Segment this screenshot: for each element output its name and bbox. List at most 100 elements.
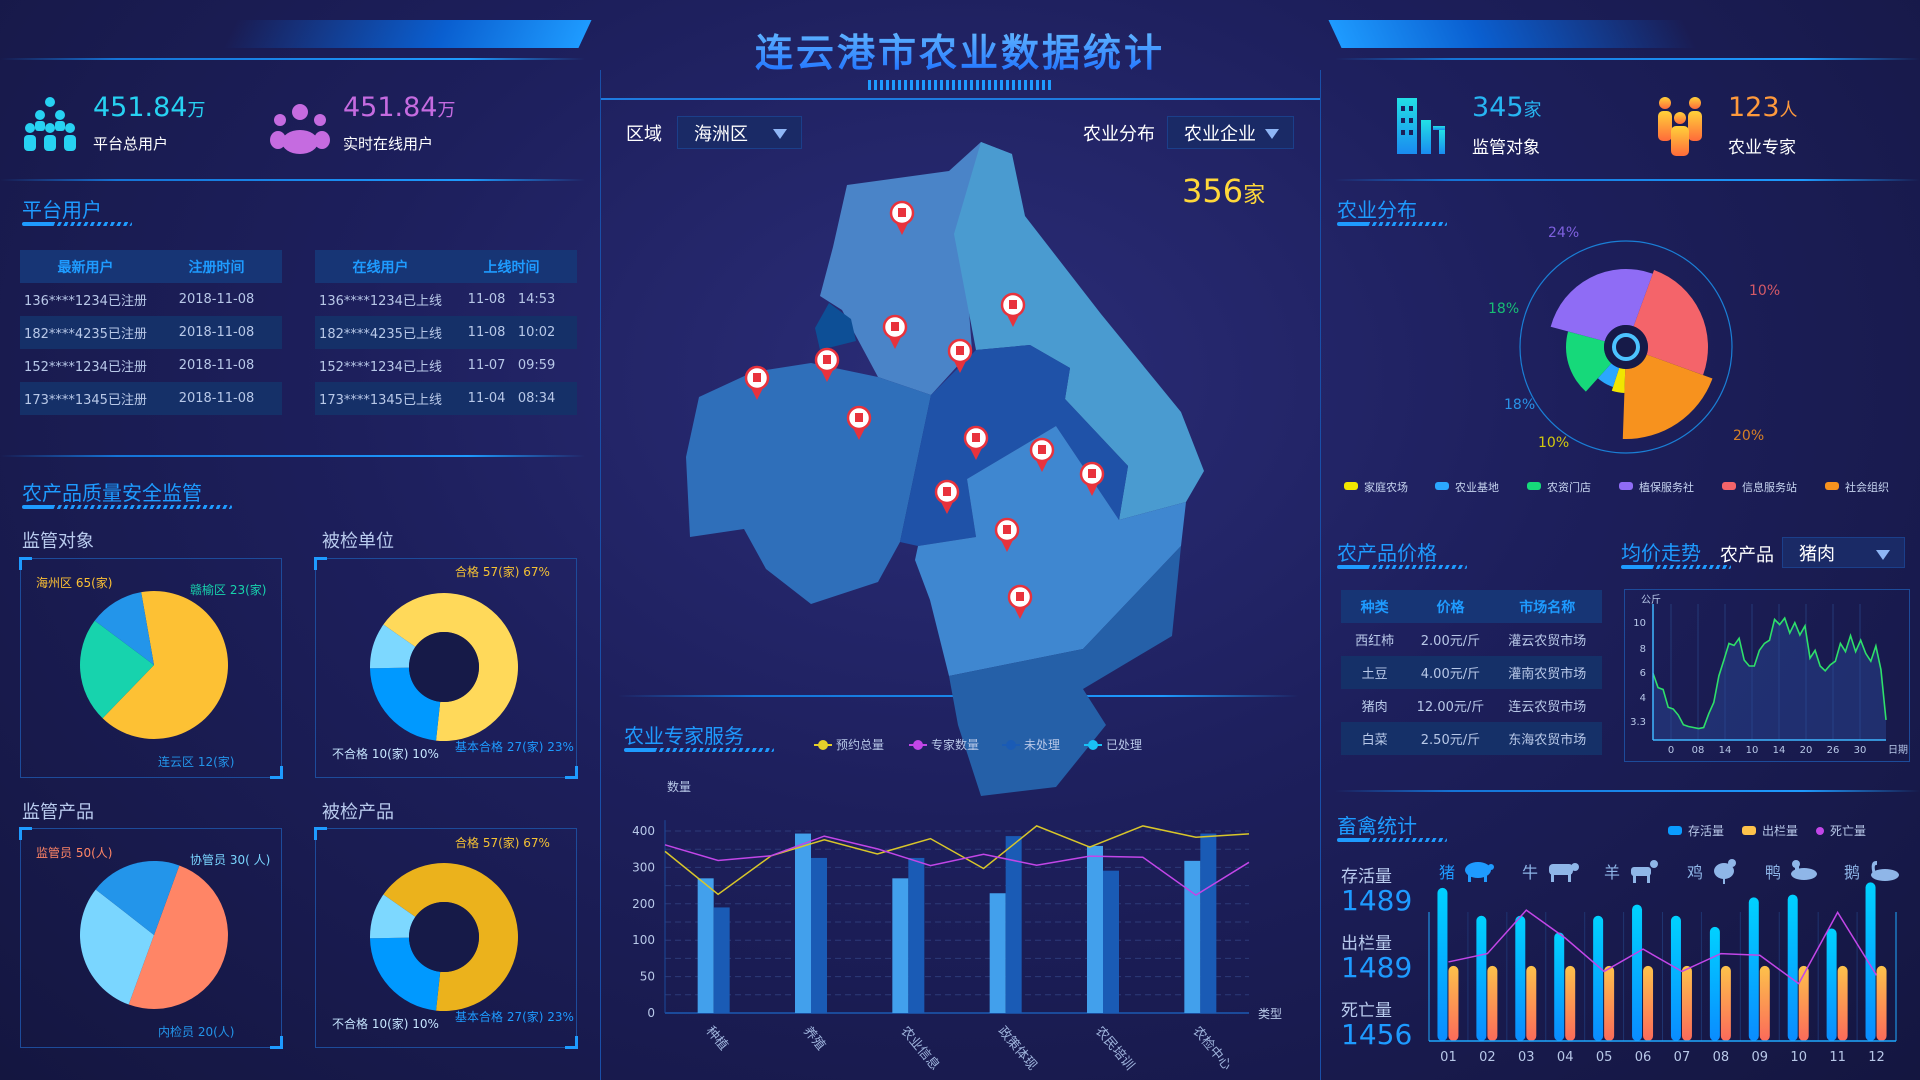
animal-tabs: 猪 牛 羊 鸡 鸭 鹅 — [1439, 858, 1909, 888]
panel-title: 监管产品 — [22, 802, 94, 823]
slice-label: 不合格 10(家) 10% — [332, 1016, 439, 1031]
cell: 2018-11-08 — [178, 292, 255, 307]
legend-label: 农业基地 — [1455, 480, 1499, 494]
map-pin-icon[interactable] — [846, 405, 872, 440]
animal-tab-chicken[interactable]: 鸡 — [1687, 858, 1744, 884]
table-row[interactable]: 西红柿 2.00元/斤 灌云农贸市场 — [1341, 623, 1602, 656]
animal-tab-pig[interactable]: 猪 — [1439, 858, 1496, 884]
legend-swatch — [1435, 482, 1449, 490]
x-tick-label: 03 — [1518, 1050, 1535, 1065]
map-pin-icon[interactable] — [963, 425, 989, 460]
column-header: 最新用户 — [57, 259, 114, 276]
table-row[interactable]: 152****1234已上线 11-07 09:59 — [315, 349, 577, 382]
bar — [1604, 965, 1615, 1041]
rose-slice — [1622, 354, 1713, 440]
stat-unit: 万 — [437, 100, 456, 121]
table-row[interactable]: 173****1345已注册 2018-11-08 — [20, 382, 282, 415]
map-count: 356家 — [1182, 172, 1265, 210]
column-header: 注册时间 — [188, 259, 245, 276]
product-dropdown[interactable]: 猪肉 — [1782, 537, 1905, 568]
map-pin-icon[interactable] — [1000, 292, 1026, 327]
pin-glyph — [943, 487, 951, 496]
map-pin-icon[interactable] — [814, 347, 840, 382]
map-pin-icon[interactable] — [1079, 461, 1105, 496]
rose-slice — [1566, 331, 1612, 392]
bar — [1865, 882, 1876, 1041]
animal-tab-cow[interactable]: 牛 — [1522, 858, 1580, 884]
column-header: 市场名称 — [1519, 599, 1576, 616]
online-users-icon — [270, 104, 330, 154]
table-row[interactable]: 173****1345已上线 11-04 08:34 — [315, 382, 577, 415]
map-region-east[interactable] — [954, 142, 1204, 520]
table-row[interactable]: 182****4235已注册 2018-11-08 — [20, 316, 282, 349]
map-pin-icon[interactable] — [994, 517, 1020, 552]
map-lake — [815, 303, 856, 350]
online-users-table: 在线用户 上线时间 136****1234已上线 11-08 14:53 182**… — [315, 250, 577, 415]
bar — [1720, 965, 1731, 1041]
region-map[interactable] — [0, 0, 1920, 820]
bar — [1515, 915, 1526, 1041]
pie-slice — [102, 591, 228, 739]
animal-tab-duck[interactable]: 鸭 — [1765, 858, 1822, 884]
legend-swatch — [1619, 482, 1633, 490]
map-pin-icon[interactable] — [1029, 437, 1055, 472]
animal-tab-goat[interactable]: 羊 — [1604, 858, 1661, 884]
users-group-icon — [24, 97, 76, 151]
section-title-quality: 农产品质量安全监管 — [22, 477, 232, 509]
column-header: 价格 — [1436, 599, 1465, 616]
map-pin-icon[interactable] — [744, 365, 770, 400]
legend-label: 出栏量 — [1762, 824, 1799, 838]
column-header: 在线用户 — [352, 259, 409, 276]
map-pin-icon[interactable] — [889, 200, 915, 235]
bar — [1759, 965, 1770, 1041]
table-row[interactable]: 猪肉 12.00元/斤 连云农贸市场 — [1341, 689, 1602, 722]
stat-value: 1489 — [1341, 951, 1413, 984]
map-region-south-center[interactable] — [915, 426, 1186, 676]
table-row[interactable]: 土豆 4.00元/斤 灌南农贸市场 — [1341, 656, 1602, 689]
x-tick-label: 07 — [1674, 1050, 1691, 1065]
pin-glyph — [972, 433, 980, 442]
donut-hole — [409, 632, 479, 702]
x-tick-label: 08 — [1692, 745, 1705, 756]
chevron-down-icon — [773, 129, 787, 139]
slice-label: 协管员 30( 人) — [190, 852, 270, 867]
region-dropdown[interactable]: 海洲区 — [677, 116, 802, 149]
bar — [795, 833, 811, 1013]
trend-line — [1652, 616, 1887, 730]
table-row[interactable]: 136****1234已上线 11-08 14:53 — [315, 283, 577, 316]
section-title-agri-distribution: 农业分布 — [1337, 194, 1447, 226]
y-tick-label: 10 — [1633, 618, 1646, 629]
legend-label: 信息服务站 — [1742, 480, 1797, 494]
bar — [1103, 870, 1119, 1013]
slice-label: 18% — [1504, 397, 1535, 413]
header-deco — [868, 80, 1052, 90]
table-row[interactable]: 182****4235已上线 11-08 10:02 — [315, 316, 577, 349]
table-row[interactable]: 白菜 2.50元/斤 东海农贸市场 — [1341, 722, 1602, 755]
chevron-down-icon — [1265, 129, 1279, 139]
map-region-south[interactable] — [949, 546, 1181, 796]
legend-label: 存活量 — [1688, 824, 1725, 838]
new-users-table: 最新用户 注册时间 136****1234已注册 2018-11-08 182***… — [20, 250, 282, 415]
table-row[interactable]: 152****1234已注册 2018-11-08 — [20, 349, 282, 382]
chart-box-supervised-products — [19, 827, 283, 1049]
y-axis-label: 数量 — [667, 779, 691, 794]
animal-label: 鸭 — [1765, 863, 1782, 882]
goat-icon — [1631, 860, 1659, 883]
animal-tab-goose[interactable]: 鹅 — [1844, 858, 1901, 884]
column-header: 种类 — [1360, 599, 1389, 616]
stat-label: 监管对象 — [1472, 138, 1540, 158]
pin-glyph — [1003, 525, 1011, 534]
map-pin-icon[interactable] — [934, 479, 960, 514]
count-unit: 家 — [1243, 183, 1266, 208]
pie-slice — [95, 861, 180, 935]
slice-label: 合格 57(家) 67% — [455, 835, 550, 850]
legend-item: 死亡量 — [1816, 822, 1866, 839]
legend-swatch — [1722, 482, 1736, 490]
map-pin-icon[interactable] — [1007, 584, 1033, 619]
table-row[interactable]: 136****1234已注册 2018-11-08 — [20, 283, 282, 316]
map-pin-icon[interactable] — [947, 338, 973, 373]
map-pin-icon[interactable] — [882, 314, 908, 349]
legend-swatch — [1825, 482, 1839, 490]
distribution-dropdown[interactable]: 农业企业 — [1167, 116, 1294, 149]
